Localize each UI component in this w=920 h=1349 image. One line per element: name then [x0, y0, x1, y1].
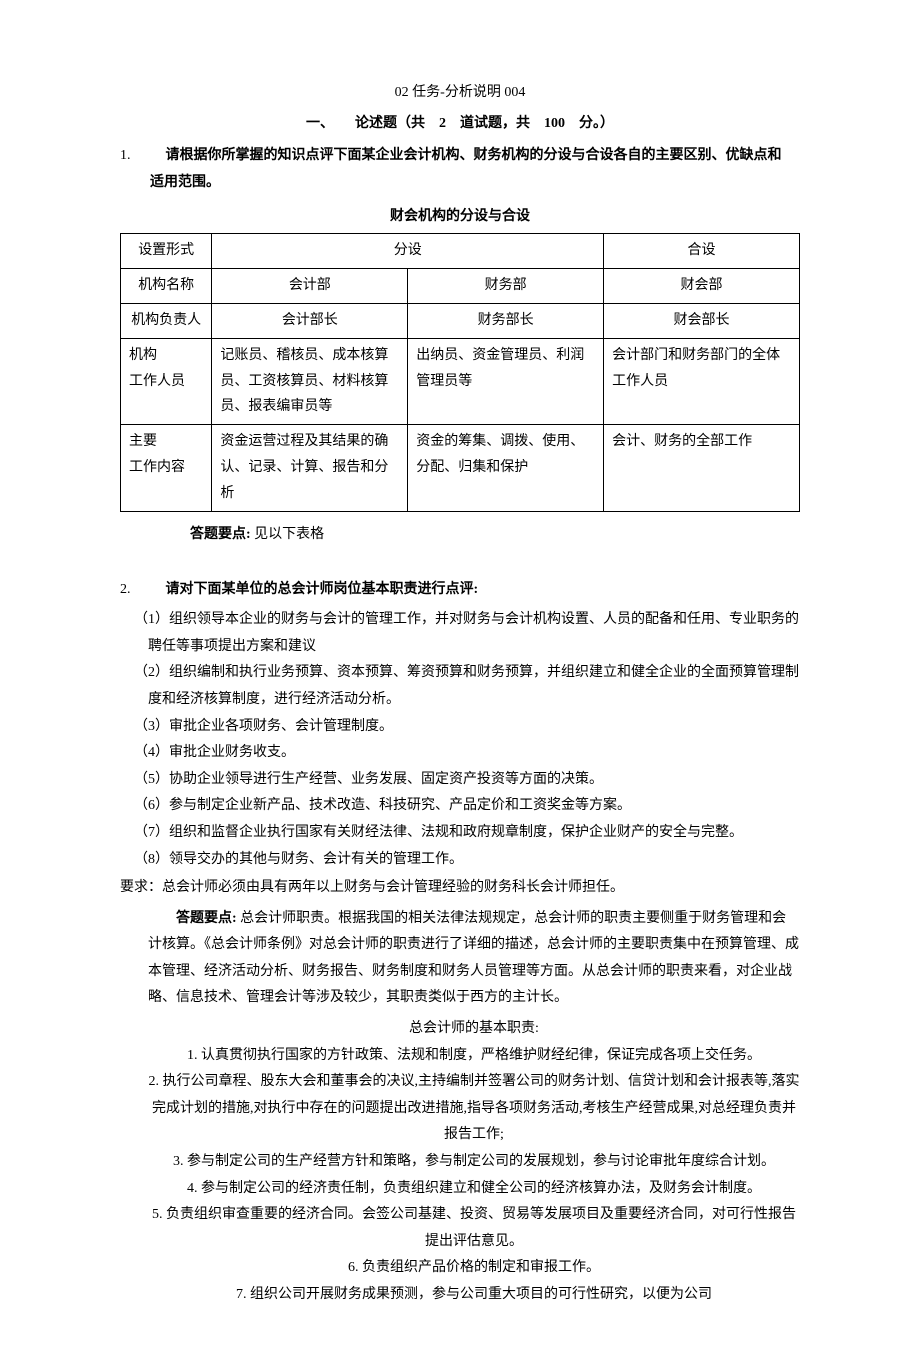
- q2-ans-item: 2. 执行公司章程、股东大会和董事会的决议,主持编制并签署公司的财务计划、信贷计…: [148, 1069, 800, 1149]
- cell-r1c3: 财会部: [604, 268, 800, 303]
- q2-items-list: （1）组织领导本企业的财务与会计的管理工作，并对财务与会计机构设置、人员的配备和…: [120, 607, 800, 873]
- cell-r2c3: 财会部长: [604, 303, 800, 338]
- table-row: 机构负责人 会计部长 财务部长 财会部长: [121, 303, 800, 338]
- cell-r1c0: 机构名称: [121, 268, 212, 303]
- q2-ans-item: 7. 组织公司开展财务成果预测，参与公司重大项目的可行性研究，以便为公司: [148, 1282, 800, 1309]
- q2-item: （7）组织和监督企业执行国家有关财经法律、法规和政府规章制度，保护企业财产的安全…: [120, 820, 800, 847]
- cell-r2c2: 财务部长: [408, 303, 604, 338]
- cell-r3c2: 出纳员、资金管理员、利润管理员等: [408, 338, 604, 425]
- q2-item: （3）审批企业各项财务、会计管理制度。: [120, 714, 800, 741]
- cell-r2c0: 机构负责人: [121, 303, 212, 338]
- table-row: 主要工作内容 资金运营过程及其结果的确认、记录、计算、报告和分析 资金的筹集、调…: [121, 425, 800, 512]
- q2-item: （6）参与制定企业新产品、技术改造、科技研究、产品定价和工资奖金等方案。: [120, 793, 800, 820]
- cell-r2c1: 会计部长: [212, 303, 408, 338]
- q2-ans-item: 1. 认真贯彻执行国家的方针政策、法规和制度，严格维护财经纪律，保证完成各项上交…: [148, 1043, 800, 1070]
- cell-r4c0: 主要工作内容: [121, 425, 212, 512]
- q2-requirement: 要求：总会计师必须由具有两年以上财务与会计管理经验的财务科长会计师担任。: [120, 875, 800, 902]
- table-row: 机构名称 会计部 财务部 财会部: [121, 268, 800, 303]
- q2-ans-subtitle: 总会计师的基本职责:: [148, 1016, 800, 1043]
- org-table: 设置形式 分设 合设 机构名称 会计部 财务部 财会部 机构负责人 会计部长 财…: [120, 233, 800, 512]
- cell-r0c0: 设置形式: [121, 233, 212, 268]
- q1-note-text: 见以下表格: [254, 527, 324, 542]
- q2-heading: 请对下面某单位的总会计师岗位基本职责进行点评:: [166, 582, 479, 597]
- q2-ans-label: 答题要点:: [176, 911, 237, 926]
- q2-number: 2.: [120, 582, 131, 597]
- q2-answer-lead: 答题要点: 总会计师职责。根据我国的相关法律法规规定，总会计师的职责主要侧重于财…: [148, 906, 800, 1012]
- table-title: 财会机构的分设与合设: [120, 204, 800, 231]
- cell-r1c1: 会计部: [212, 268, 408, 303]
- q2-item: （1）组织领导本企业的财务与会计的管理工作，并对财务与会计机构设置、人员的配备和…: [120, 607, 800, 660]
- cell-r4c2: 资金的筹集、调拨、使用、分配、归集和保护: [408, 425, 604, 512]
- cell-r4c3: 会计、财务的全部工作: [604, 425, 800, 512]
- q2-item: （4）审批企业财务收支。: [120, 740, 800, 767]
- q2-item: （8）领导交办的其他与财务、会计有关的管理工作。: [120, 847, 800, 874]
- question-2: 2. 请对下面某单位的总会计师岗位基本职责进行点评:: [120, 577, 800, 604]
- q1-number: 1.: [120, 148, 131, 163]
- cell-r4c1: 资金运营过程及其结果的确认、记录、计算、报告和分析: [212, 425, 408, 512]
- table-row: 设置形式 分设 合设: [121, 233, 800, 268]
- q1-text-line1: 请根据你所掌握的知识点评下面某企业会计机构、财务机构的分设与合设各自的主要区别、…: [166, 148, 782, 163]
- q1-text-line2: 适用范围。: [150, 170, 800, 197]
- table-row: 机构工作人员 记账员、稽核员、成本核算员、工资核算员、材料核算员、报表编审员等 …: [121, 338, 800, 425]
- cell-r0c3: 合设: [604, 233, 800, 268]
- cell-r3c1: 记账员、稽核员、成本核算员、工资核算员、材料核算员、报表编审员等: [212, 338, 408, 425]
- q1-answer-note: 答题要点: 见以下表格: [190, 522, 800, 549]
- cell-r1c2: 财务部: [408, 268, 604, 303]
- q2-item: （5）协助企业领导进行生产经营、业务发展、固定资产投资等方面的决策。: [120, 767, 800, 794]
- q2-ans-lead-text: 总会计师职责。根据我国的相关法律法规规定，总会计师的职责主要侧重于财务管理和会计…: [148, 911, 799, 1006]
- q2-ans-item: 4. 参与制定公司的经济责任制，负责组织建立和健全公司的经济核算办法，及财务会计…: [148, 1176, 800, 1203]
- question-1: 1. 请根据你所掌握的知识点评下面某企业会计机构、财务机构的分设与合设各自的主要…: [120, 143, 800, 196]
- q2-ans-items-list: 1. 认真贯彻执行国家的方针政策、法规和制度，严格维护财经纪律，保证完成各项上交…: [148, 1043, 800, 1309]
- q1-note-label: 答题要点:: [190, 527, 251, 542]
- cell-r3c0: 机构工作人员: [121, 338, 212, 425]
- section-header: 一、 论述题（共 2 道试题，共 100 分。）: [120, 111, 800, 138]
- q2-ans-item: 3. 参与制定公司的生产经营方针和策略，参与制定公司的发展规划，参与讨论审批年度…: [148, 1149, 800, 1176]
- q2-answer-block: 答题要点: 总会计师职责。根据我国的相关法律法规规定，总会计师的职责主要侧重于财…: [148, 906, 800, 1309]
- q2-ans-item: 6. 负责组织产品价格的制定和审报工作。: [148, 1255, 800, 1282]
- doc-title: 02 任务-分析说明 004: [120, 80, 800, 107]
- q2-ans-item: 5. 负责组织审查重要的经济合同。会签公司基建、投资、贸易等发展项目及重要经济合…: [148, 1202, 800, 1255]
- cell-r3c3: 会计部门和财务部门的全体工作人员: [604, 338, 800, 425]
- cell-r0c1: 分设: [212, 233, 604, 268]
- q2-gap: [134, 582, 162, 597]
- q1-gap: [134, 148, 162, 163]
- q2-item: （2）组织编制和执行业务预算、资本预算、筹资预算和财务预算，并组织建立和健全企业…: [120, 660, 800, 713]
